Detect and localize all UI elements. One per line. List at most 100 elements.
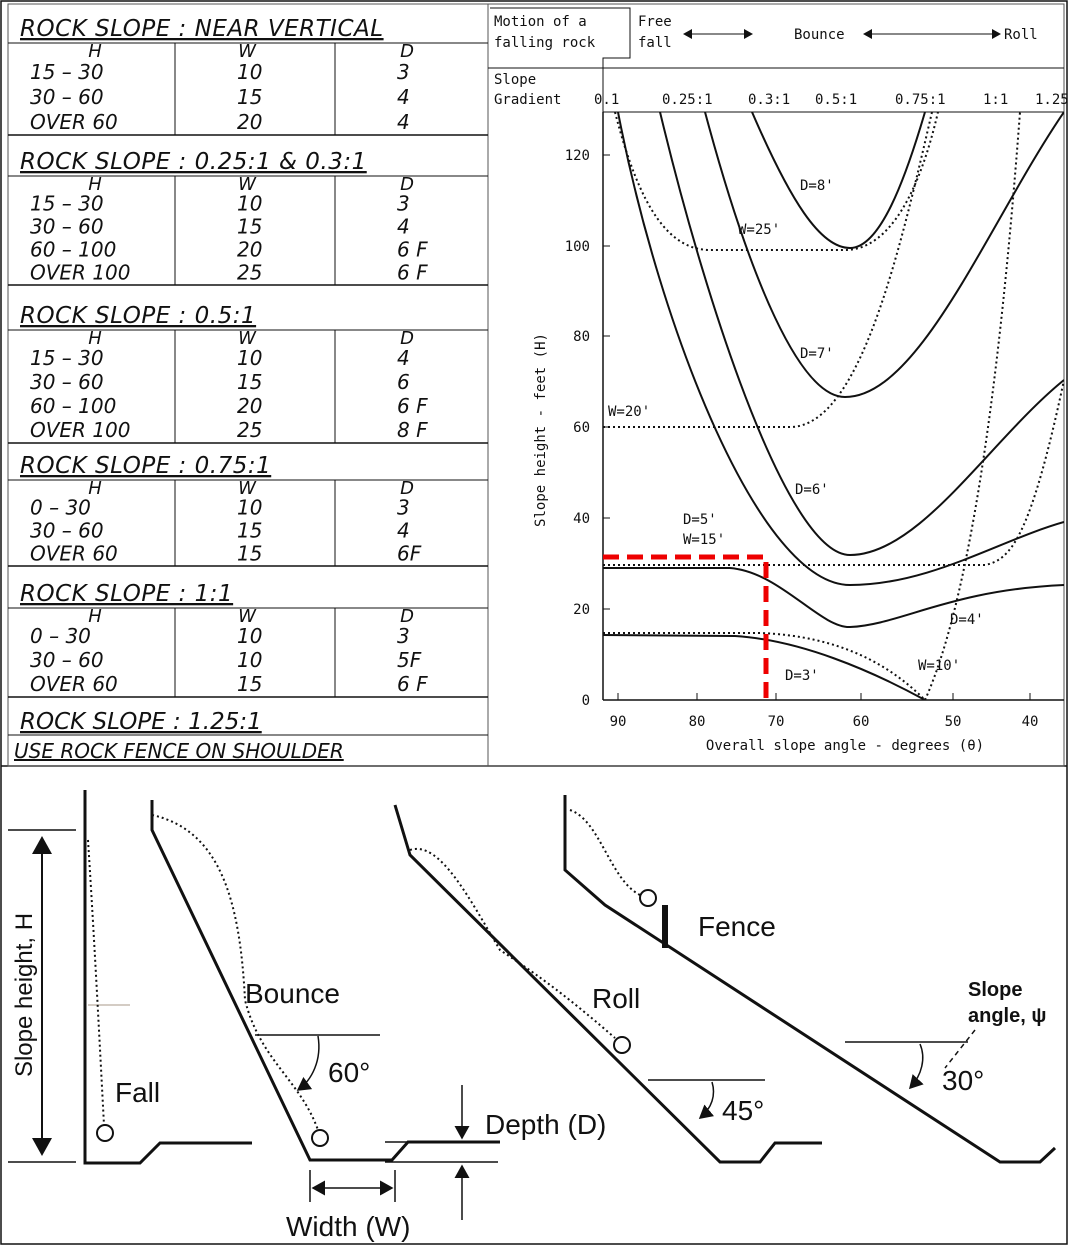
table-cell: 6F [397, 541, 422, 565]
table-cell: 6 F [397, 394, 428, 418]
diagram-label: Slope height, H [11, 913, 38, 1077]
chart-header: Roll [1004, 27, 1038, 43]
motion-box [490, 7, 631, 112]
chart-header: Free [638, 14, 672, 30]
roll-path [409, 847, 616, 1039]
curve-label: W=10' [918, 658, 960, 674]
table-cell: 30 – 60 [30, 85, 104, 109]
curve [617, 112, 1064, 587]
table-cell: 4 [397, 518, 410, 542]
table-cell: 6 F [397, 237, 428, 261]
chart-panel [487, 3, 1065, 767]
rock [311, 1129, 329, 1147]
chart-header: Gradient [494, 92, 561, 108]
table-cell: 20 [237, 237, 262, 261]
table-title: ROCK SLOPE : 0.5:1 [20, 303, 256, 329]
diagram-label: 60° [328, 1057, 370, 1088]
table-header: W [238, 174, 257, 195]
x-tick-label: 70 [768, 714, 785, 730]
table-cell: 10 [237, 60, 262, 84]
curve-label: D=5' [683, 512, 717, 528]
table-title: ROCK SLOPE : NEAR VERTICAL [20, 16, 384, 42]
rock [613, 1036, 631, 1054]
table-cell: 15 [237, 518, 262, 542]
curve [603, 634, 926, 700]
table-cell: 60 – 100 [30, 237, 116, 261]
gradient-label: 0.25:1 [662, 92, 713, 108]
table-header: W [238, 328, 257, 349]
leader [944, 1029, 976, 1069]
diagram [8, 790, 1057, 1220]
rock [96, 1124, 114, 1142]
slope-vertical [83, 790, 252, 1165]
table-header: D [400, 606, 414, 627]
diagram-label: 45° [722, 1095, 764, 1126]
table-cell: 20 [237, 394, 262, 418]
table-header: D [400, 478, 414, 499]
x-tick-label: 40 [1022, 714, 1039, 730]
y-axis-label: Slope height - feet (H) [533, 333, 549, 527]
table-header: D [400, 41, 414, 62]
curve [603, 632, 926, 700]
table-cell: 4 [397, 110, 410, 134]
table-cell: 6 [397, 370, 410, 394]
curve-label: W=15' [683, 532, 725, 548]
chart-header: falling rock [494, 35, 596, 51]
gradient-label: 0.75:1 [895, 92, 946, 108]
y-tick-label: 40 [573, 511, 590, 527]
table-cell: 5F [397, 648, 422, 672]
table-header: H [88, 478, 102, 499]
slope-fence [563, 795, 1057, 1164]
table-header: W [238, 478, 257, 499]
chart-header: Slope [494, 72, 536, 88]
table-header: D [400, 174, 414, 195]
table-cell: 15 – 30 [30, 60, 104, 84]
table-cell: 3 [397, 191, 410, 215]
table-cell: OVER 60 [30, 110, 118, 134]
y-tick-label: 80 [573, 329, 590, 345]
table-cell: 3 [397, 60, 410, 84]
table-cell: OVER 60 [30, 672, 118, 696]
table-cell: 6 F [397, 260, 428, 284]
table-cell: 15 – 30 [30, 346, 104, 370]
table-cell: 25 [237, 418, 262, 442]
table-cell: 4 [397, 85, 410, 109]
curve [603, 112, 933, 428]
gradient-label: 0.1 [594, 92, 619, 108]
table-cell: 15 [237, 370, 262, 394]
table-cell: 15 [237, 541, 262, 565]
table-header: D [400, 328, 414, 349]
curve [751, 112, 926, 250]
diagram-label: Slope [968, 979, 1022, 1001]
chart-frame [488, 7, 1064, 701]
curve [614, 112, 939, 251]
table-header: H [88, 606, 102, 627]
y-tick-label: 60 [573, 420, 590, 436]
diagram-label: Roll [592, 983, 640, 1014]
table-cell: 10 [237, 495, 262, 519]
y-tick-label: 120 [565, 148, 590, 164]
table-cell: 3 [397, 624, 410, 648]
gradient-label: 1.25 [1035, 92, 1068, 108]
table-cell: 6 F [397, 672, 428, 696]
table-cell: 10 [237, 191, 262, 215]
table-cell: OVER 100 [30, 418, 131, 442]
table-cell: OVER 60 [30, 541, 118, 565]
angle-arc [296, 1035, 320, 1091]
table-cell: 15 – 30 [30, 191, 104, 215]
chart-header: Bounce [794, 27, 845, 43]
table-cell: 30 – 60 [30, 370, 104, 394]
gradient-label: 0.5:1 [815, 92, 857, 108]
table-header: H [88, 174, 102, 195]
table-cell: 15 [237, 672, 262, 696]
y-tick-label: 100 [565, 239, 590, 255]
curve-label: D=6' [795, 482, 829, 498]
x-tick-label: 50 [945, 714, 962, 730]
table-header: W [238, 41, 257, 62]
y-tick-label: 0 [582, 693, 590, 709]
table-title: ROCK SLOPE : 1.25:1 [20, 709, 262, 735]
table-header: W [238, 606, 257, 627]
table-cell: 4 [397, 214, 410, 238]
table-header: H [88, 328, 102, 349]
